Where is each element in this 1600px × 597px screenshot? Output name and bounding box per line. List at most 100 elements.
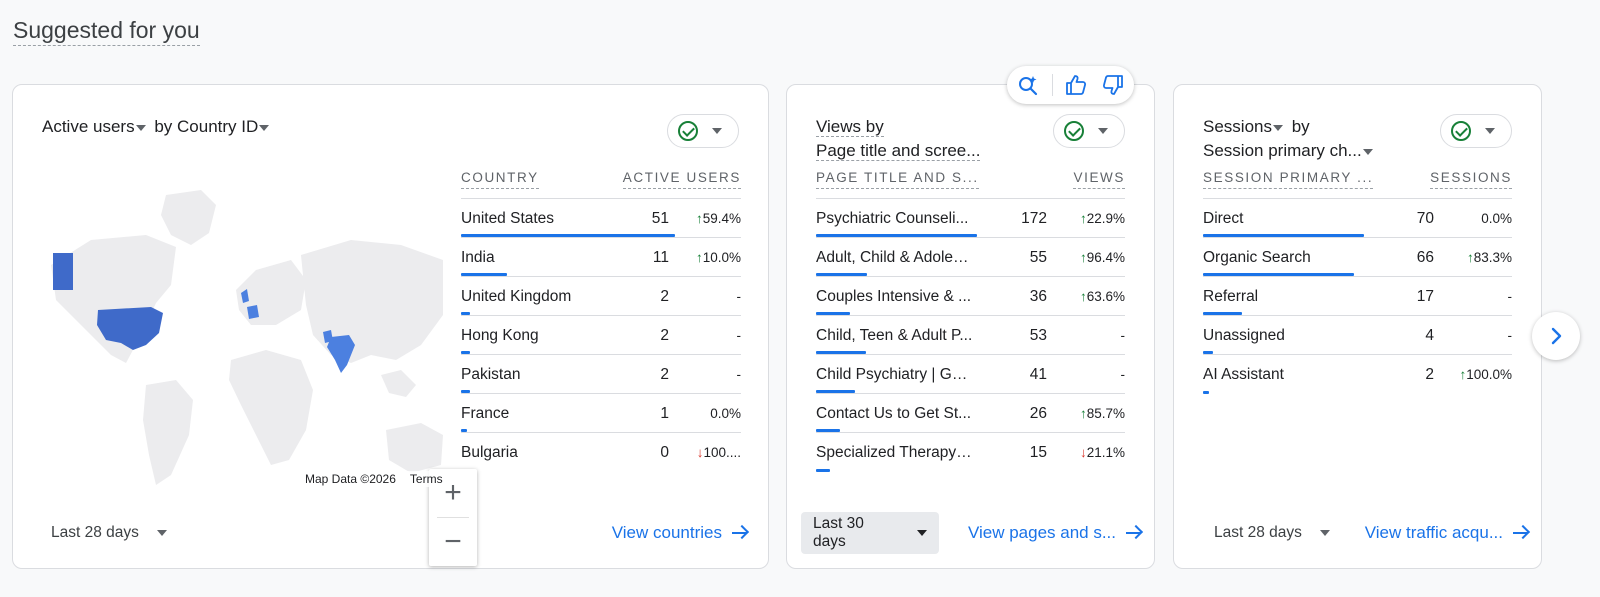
table-row[interactable]: Organic Search 66 ↑83.3% — [1203, 238, 1512, 277]
view-countries-link[interactable]: View countries — [612, 512, 748, 554]
row-value: 36 — [1029, 288, 1047, 305]
map-zoom-controls: + − — [429, 469, 477, 566]
card-views-by-page-title: Views by Page title and scree... PAGE TI… — [786, 84, 1155, 569]
row-change-value: - — [1120, 367, 1126, 382]
table-row[interactable]: Referral 17 - — [1203, 277, 1512, 316]
row-change-value: 100.... — [703, 445, 741, 460]
view-traffic-acquisition-link[interactable]: View traffic acqu... — [1365, 512, 1529, 554]
check-circle-icon — [1451, 121, 1471, 141]
thumbs-up-icon[interactable] — [1063, 71, 1090, 99]
row-change: - — [737, 328, 742, 343]
row-label: Contact Us to Get St... — [816, 405, 972, 422]
row-change: ↑22.9% — [1080, 211, 1125, 226]
arrow-up-icon: ↑ — [1459, 367, 1467, 382]
row-share-bar — [816, 273, 868, 276]
table-row[interactable]: United States 51 ↑59.4% — [461, 199, 741, 238]
date-range-label: Last 30 days — [813, 515, 864, 550]
row-change-value: 10.0% — [702, 250, 741, 265]
row-change-value: - — [1507, 289, 1513, 304]
date-range-dropdown[interactable]: Last 30 days — [801, 512, 939, 554]
arrow-right-icon — [1126, 525, 1142, 541]
table-row[interactable]: Psychiatric Counseli... 172 ↑22.9% — [816, 199, 1125, 238]
row-value: 172 — [1021, 210, 1047, 227]
row-change: ↑10.0% — [696, 250, 741, 265]
table-row[interactable]: France 1 0.0% — [461, 394, 741, 433]
arrow-down-icon: ↓ — [696, 445, 704, 460]
row-value: 2 — [660, 288, 669, 305]
metric-selector[interactable]: Active users — [42, 117, 135, 136]
column-header-country[interactable]: COUNTRY — [461, 170, 539, 189]
table-row[interactable]: India 11 ↑10.0% — [461, 238, 741, 277]
chevron-right-icon — [1551, 327, 1562, 345]
zoom-in-button[interactable]: + — [444, 476, 462, 509]
row-label: Adult, Child & Adoles... — [816, 249, 973, 266]
table-row[interactable]: United Kingdom 2 - — [461, 277, 741, 316]
row-label: AI Assistant — [1203, 366, 1284, 383]
view-pages-link[interactable]: View pages and s... — [968, 512, 1142, 554]
metric-selector[interactable]: Sessions — [1203, 117, 1272, 136]
row-share-bar — [816, 234, 977, 237]
row-share-bar — [1203, 312, 1242, 315]
status-dropdown[interactable] — [667, 114, 739, 148]
world-map[interactable]: + − — [51, 185, 477, 566]
row-change: - — [1508, 289, 1513, 304]
table-row[interactable]: Couples Intensive & ... 36 ↑63.6% — [816, 277, 1125, 316]
table-row[interactable]: AI Assistant 2 ↑100.0% — [1203, 355, 1512, 394]
row-label: Child, Teen & Adult P... — [816, 327, 973, 344]
card-sessions-by-channel: Sessions by Session primary ch... SESSIO… — [1173, 84, 1542, 569]
table-row[interactable]: Child Psychiatry | GA... 41 - — [816, 355, 1125, 394]
dimension-selector[interactable]: by Country ID — [154, 117, 259, 136]
title-by-text: by — [1291, 117, 1310, 136]
row-change-value: - — [1507, 328, 1513, 343]
card-footer: Last 28 days View traffic acqu... — [1174, 512, 1541, 554]
table-row[interactable]: Bulgaria 0 ↓100.... — [461, 433, 741, 472]
row-change-value: 96.4% — [1086, 250, 1125, 265]
sparkle-search-icon[interactable] — [1015, 71, 1042, 99]
metric-selector[interactable]: Views by — [816, 117, 884, 137]
arrow-up-icon: ↑ — [695, 250, 703, 265]
row-change-value: 21.1% — [1086, 445, 1125, 460]
table-header: PAGE TITLE AND S... VIEWS — [816, 167, 1125, 199]
row-change: - — [1121, 328, 1126, 343]
row-label: France — [461, 405, 510, 422]
row-value: 2 — [660, 327, 669, 344]
column-header-page-title[interactable]: PAGE TITLE AND S... — [816, 170, 979, 189]
dimension-caret-icon[interactable] — [1362, 148, 1373, 155]
chevron-down-icon — [1319, 530, 1330, 536]
dimension-caret-icon[interactable] — [259, 124, 270, 131]
table-row[interactable]: Unassigned 4 - — [1203, 316, 1512, 355]
next-cards-button[interactable] — [1532, 312, 1580, 360]
table-row[interactable]: Direct 70 0.0% — [1203, 199, 1512, 238]
table-row[interactable]: Pakistan 2 - — [461, 355, 741, 394]
row-label: Unassigned — [1203, 327, 1285, 344]
row-change: ↑59.4% — [696, 211, 741, 226]
row-share-bar — [461, 351, 470, 354]
table-row[interactable]: Hong Kong 2 - — [461, 316, 741, 355]
table-row[interactable]: Child, Teen & Adult P... 53 - — [816, 316, 1125, 355]
zoom-out-button[interactable]: − — [444, 525, 462, 558]
view-link-label: View countries — [611, 523, 722, 542]
metric-caret-icon[interactable] — [1272, 124, 1283, 131]
row-change-value: 85.7% — [1086, 406, 1125, 421]
thumbs-down-icon[interactable] — [1099, 71, 1126, 99]
row-change-value: 22.9% — [1086, 211, 1125, 226]
row-change: - — [737, 289, 742, 304]
status-dropdown[interactable] — [1440, 114, 1512, 148]
table-header: COUNTRY ACTIVE USERS — [461, 167, 741, 199]
table-row[interactable]: Specialized Therapy ... 15 ↓21.1% — [816, 433, 1125, 472]
date-range-dropdown[interactable]: Last 28 days — [1202, 512, 1342, 554]
dimension-selector[interactable]: Page title and scree... — [816, 141, 981, 161]
row-label: Psychiatric Counseli... — [816, 210, 969, 227]
chevron-down-icon — [1485, 128, 1495, 134]
status-dropdown[interactable] — [1053, 114, 1125, 148]
map-terms-link[interactable]: Terms — [409, 472, 443, 486]
column-header-active-users[interactable]: ACTIVE USERS — [622, 170, 741, 189]
dimension-selector[interactable]: Session primary ch... — [1203, 141, 1362, 160]
table-row[interactable]: Adult, Child & Adoles... 55 ↑96.4% — [816, 238, 1125, 277]
column-header-session-channel[interactable]: SESSION PRIMARY ... — [1203, 170, 1374, 189]
column-header-sessions[interactable]: SESSIONS — [1430, 170, 1512, 189]
table-row[interactable]: Contact Us to Get St... 26 ↑85.7% — [816, 394, 1125, 433]
column-header-views[interactable]: VIEWS — [1073, 170, 1125, 189]
metric-caret-icon[interactable] — [135, 124, 146, 131]
date-range-dropdown[interactable]: Last 28 days — [39, 512, 179, 554]
